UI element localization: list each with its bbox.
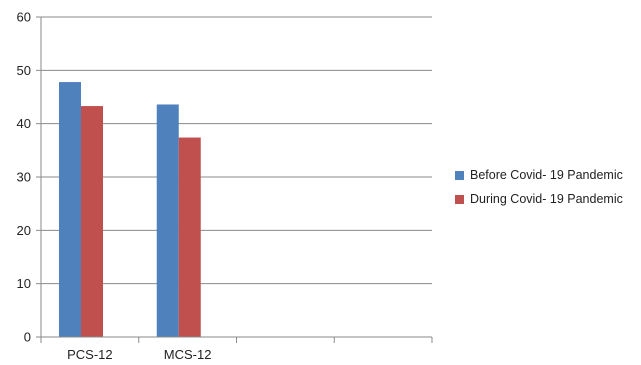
legend-label-during: During Covid- 19 Pandemic — [470, 192, 623, 206]
y-tick-label: 40 — [17, 116, 31, 131]
bar-before-mcs-12 — [156, 104, 179, 337]
bar-before-pcs-12 — [59, 82, 81, 337]
bars — [59, 82, 201, 337]
y-tick-label: 10 — [17, 276, 31, 291]
bar-during-mcs-12 — [178, 137, 201, 337]
y-tick-label: 0 — [24, 330, 31, 345]
y-axis-tick-labels: 0 10 20 30 40 50 60 — [17, 10, 31, 345]
y-tick-label: 20 — [17, 223, 31, 238]
legend: Before Covid- 19 Pandemic During Covid- … — [455, 163, 639, 211]
legend-label-before: Before Covid- 19 Pandemic — [470, 168, 623, 182]
legend-item-before: Before Covid- 19 Pandemic — [455, 163, 639, 187]
legend-swatch-before — [455, 170, 464, 180]
y-tick-label: 60 — [17, 10, 31, 25]
x-axis-tick-labels: PCS-12 MCS-12 — [67, 347, 211, 362]
legend-swatch-during — [455, 194, 464, 204]
bar-during-pcs-12 — [81, 106, 103, 337]
x-tick-label: PCS-12 — [67, 347, 113, 362]
gridlines — [41, 16, 432, 285]
y-tick-label: 50 — [17, 63, 31, 78]
y-tick-label: 30 — [17, 170, 31, 185]
axes — [36, 16, 433, 343]
legend-item-during: During Covid- 19 Pandemic — [455, 187, 639, 211]
x-tick-label: MCS-12 — [164, 347, 212, 362]
